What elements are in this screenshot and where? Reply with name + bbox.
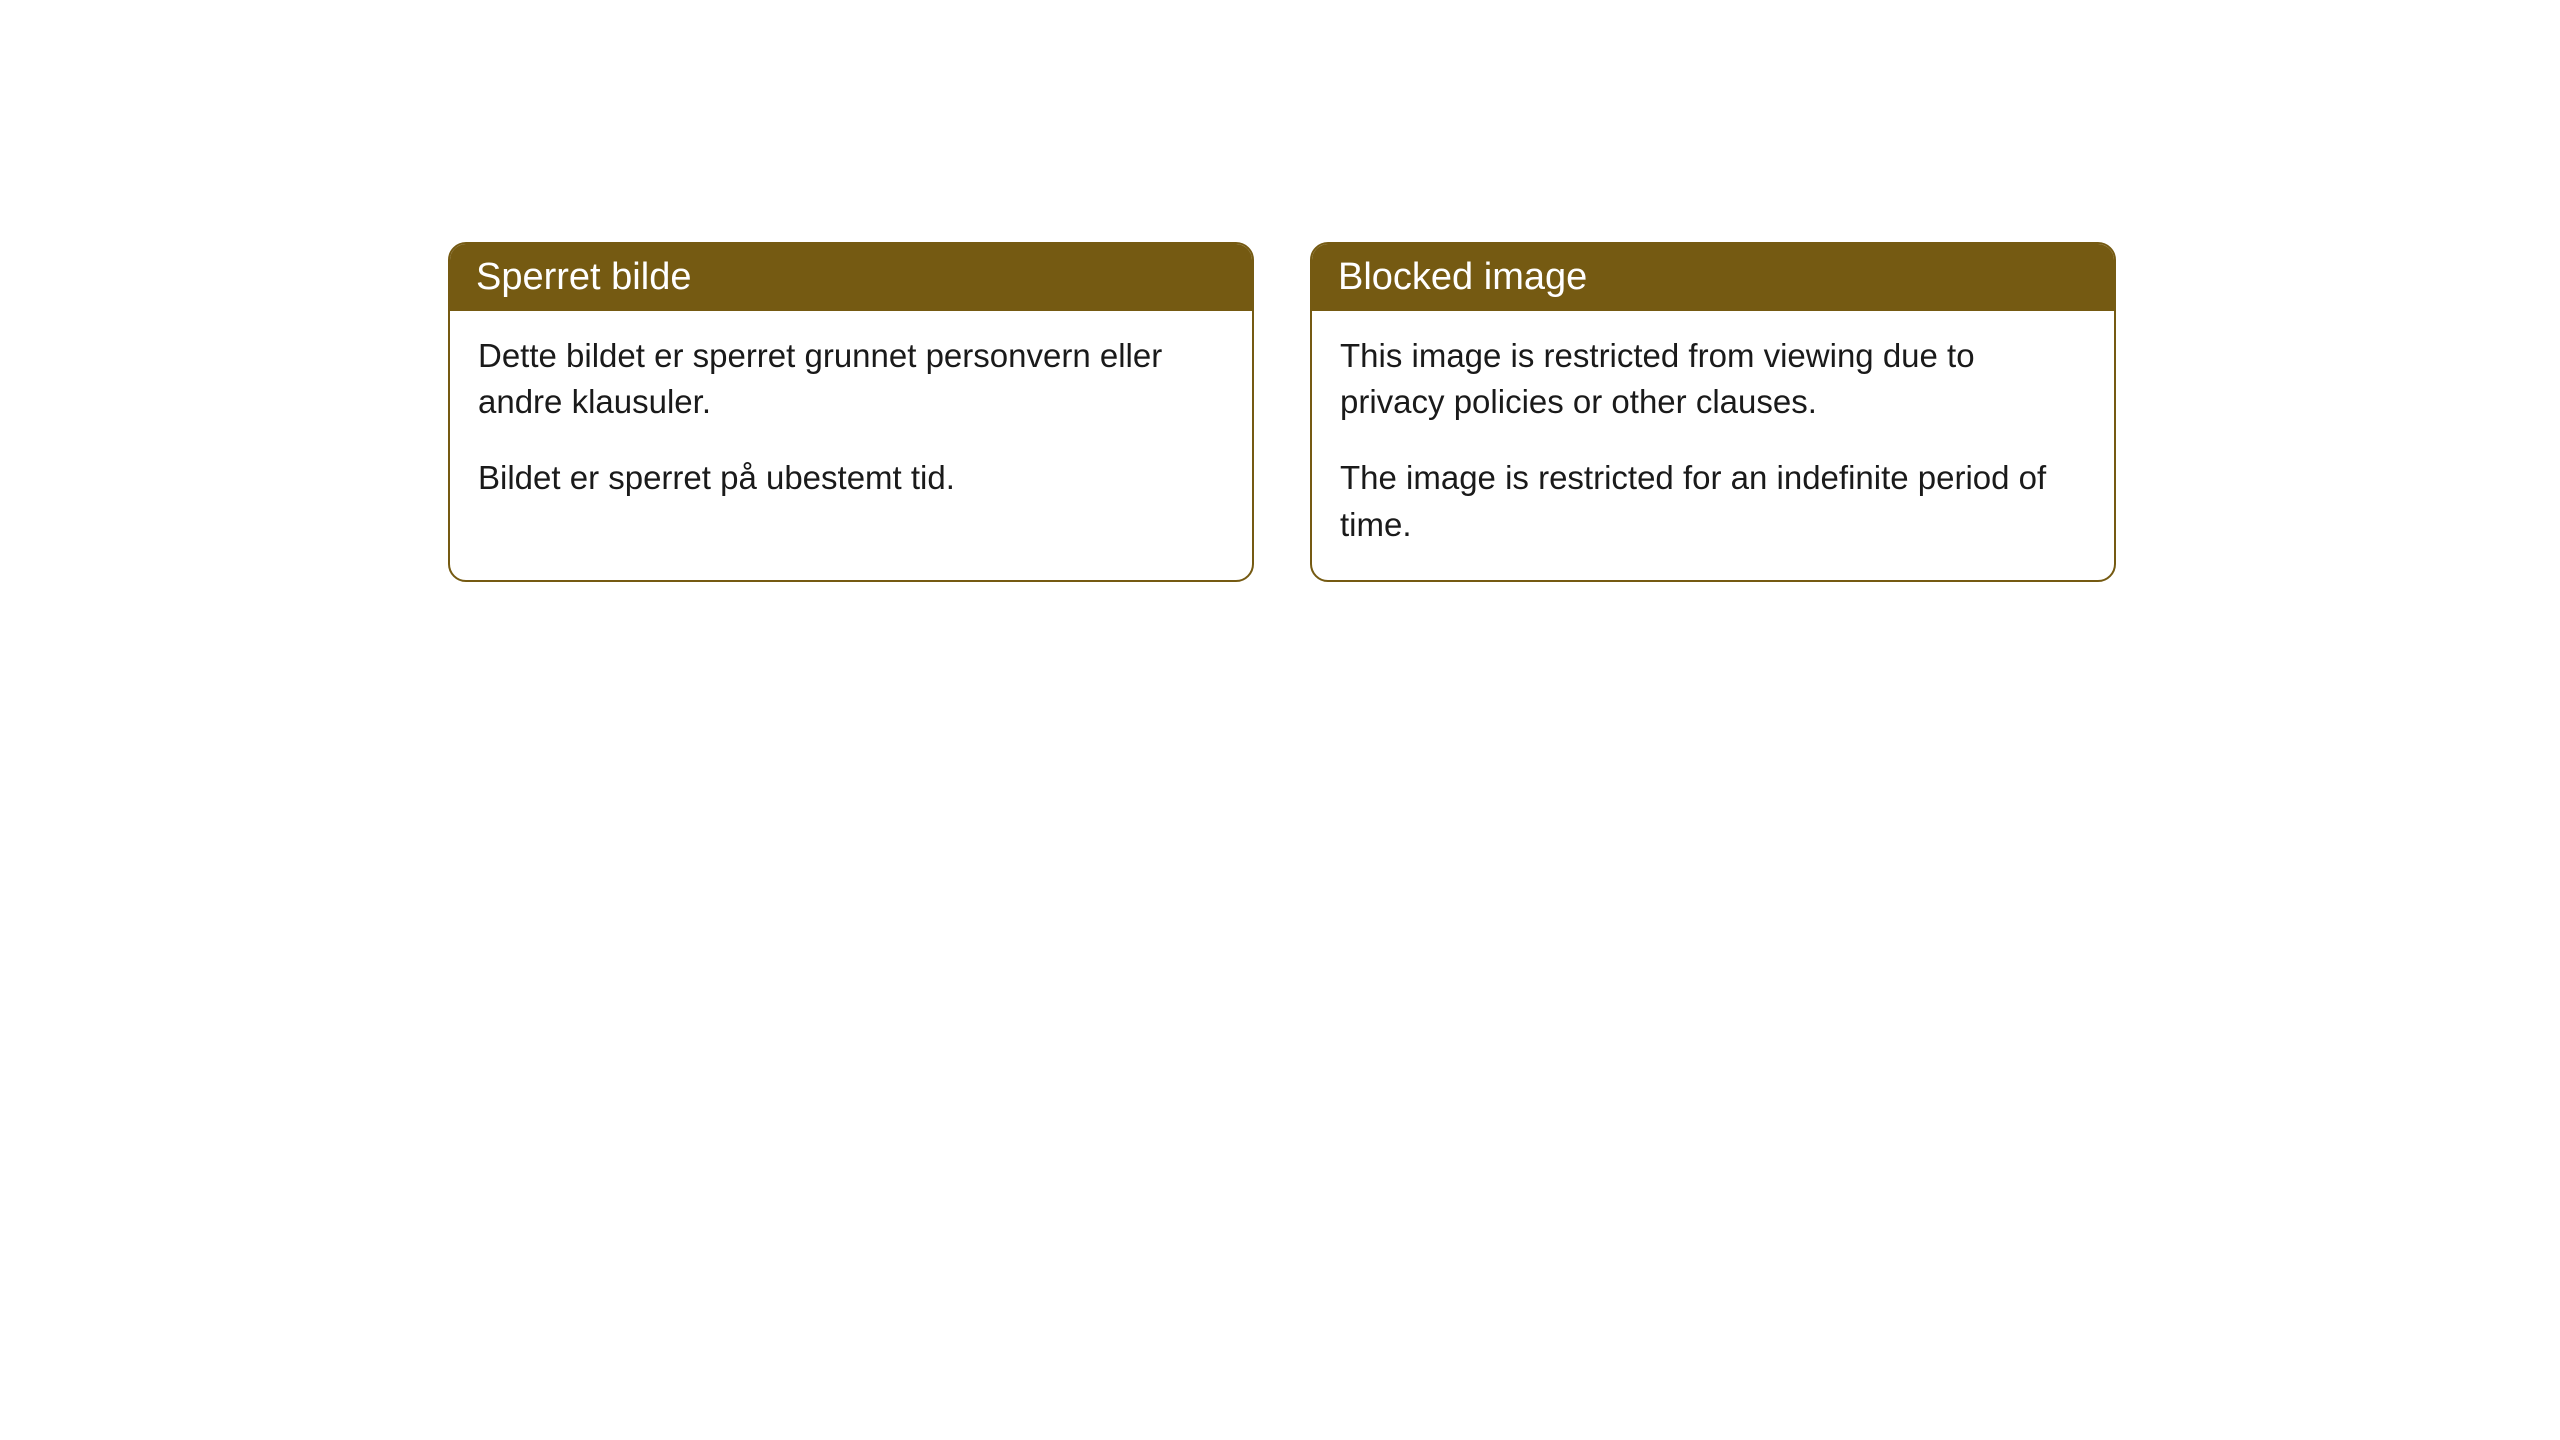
notice-container: Sperret bilde Dette bildet er sperret gr… bbox=[448, 242, 2116, 582]
notice-paragraph: The image is restricted for an indefinit… bbox=[1340, 455, 2086, 547]
notice-body: Dette bildet er sperret grunnet personve… bbox=[450, 311, 1252, 534]
notice-body: This image is restricted from viewing du… bbox=[1312, 311, 2114, 580]
notice-paragraph: Bildet er sperret på ubestemt tid. bbox=[478, 455, 1224, 501]
notice-header: Blocked image bbox=[1312, 244, 2114, 311]
notice-paragraph: This image is restricted from viewing du… bbox=[1340, 333, 2086, 425]
notice-header: Sperret bilde bbox=[450, 244, 1252, 311]
notice-card-norwegian: Sperret bilde Dette bildet er sperret gr… bbox=[448, 242, 1254, 582]
notice-paragraph: Dette bildet er sperret grunnet personve… bbox=[478, 333, 1224, 425]
notice-card-english: Blocked image This image is restricted f… bbox=[1310, 242, 2116, 582]
